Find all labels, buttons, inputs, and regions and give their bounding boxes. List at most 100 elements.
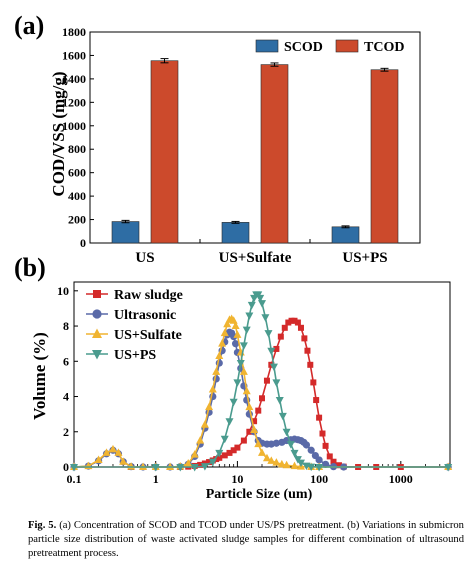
panel-b-point-us-ps: [208, 458, 217, 467]
panel-b-point-us-ps: [275, 397, 284, 405]
panel-b-point-us-sulfate: [245, 402, 254, 411]
panel-b-legend-marker-us-sulfate: [92, 328, 102, 338]
panel-b-point-raw-sludge: [277, 333, 284, 340]
panel-b-point-raw-sludge: [281, 324, 288, 331]
panel-b-x-tick-label: 100: [310, 472, 328, 486]
panel-b-point-us-ps: [315, 464, 324, 472]
panel-b-point-us-sulfate: [218, 339, 227, 347]
panel-b-point-raw-sludge: [230, 447, 237, 454]
panel-b-point-us-sulfate: [94, 455, 103, 463]
panel-b-point-raw-sludge: [285, 319, 292, 326]
panel-b-point-raw-sludge: [310, 379, 317, 386]
panel-b-point-us-sulfate: [200, 420, 209, 428]
panel-b-point-raw-sludge: [294, 319, 301, 326]
panel-a-axes: 0 200 400 600 800 1000 1200 1400 1600 1800 US US+Su…: [62, 25, 421, 266]
panel-b-point-raw-sludge: [322, 442, 329, 449]
panel-b-point-us-ps: [151, 464, 160, 472]
panel-b-y-tick-label: 2: [63, 425, 69, 439]
panel-b-point-us-ps: [261, 314, 270, 322]
panel-b-point-us-sulfate: [231, 321, 240, 330]
panel-a-legend: SCOD TCOD: [255, 39, 404, 55]
panel-a-legend-swatch-scod: [255, 39, 279, 53]
panel-b-point-us-sulfate: [242, 386, 251, 395]
panel-b-point-us-ps: [269, 363, 278, 372]
panel-a-plot-frame: [89, 31, 421, 244]
panel-b-point-us-sulfate: [239, 367, 248, 375]
panel-b-x-tick-label: 10: [231, 472, 243, 486]
panel-b-point-us-ps: [296, 459, 305, 468]
panel-b-legend-label-us-ps: US+PS: [114, 348, 156, 363]
panel-b-point-raw-sludge: [307, 361, 314, 368]
panel-b-point-raw-sludge: [226, 449, 233, 456]
panel-b-point-us-sulfate: [267, 456, 276, 464]
panel-a-x-tick-label: US+Sulfate: [219, 250, 292, 266]
panel-b-point-raw-sludge: [206, 459, 213, 466]
panel-b-point-us-sulfate: [250, 425, 259, 433]
panel-a-y-tick-label: 200: [68, 213, 86, 227]
panel-b-point-us-ps: [256, 294, 265, 303]
panel-b-point-us-ps: [242, 326, 251, 335]
panel-b-point-us-sulfate: [223, 319, 232, 328]
panel-a-bar-tcod: [370, 69, 399, 244]
panel-b-point-raw-sludge: [313, 397, 320, 404]
panel-b-point-raw-sludge: [263, 377, 270, 384]
panel-b-point-raw-sludge: [297, 324, 304, 331]
panel-b-point-raw-sludge: [330, 458, 337, 465]
panel-b-point-us-ps: [190, 464, 199, 472]
panel-b-legend-marker-us-ps: [92, 350, 102, 360]
panel-a-y-tick-label: 1000: [62, 119, 86, 133]
panel-b-point-us-sulfate: [272, 458, 281, 466]
panel-b-point-us-sulfate: [212, 367, 221, 375]
panel-b-point-raw-sludge: [319, 430, 326, 437]
panel-b-point-us-sulfate: [254, 439, 263, 448]
panel-b-point-raw-sludge: [221, 452, 228, 459]
panel-b-point-us-sulfate: [277, 459, 286, 468]
panel-b-point-us-ps: [247, 301, 256, 310]
panel-b-point-us-ps: [267, 347, 276, 356]
panel-b-point-us-ps: [225, 418, 234, 426]
panel-b-point-us-sulfate: [215, 351, 224, 359]
panel-a-bar-scod: [331, 226, 360, 244]
panel-b-y-tick-label: 6: [63, 354, 69, 368]
panel-b-point-us-ps: [444, 464, 453, 472]
panel-b-point-raw-sludge: [255, 407, 262, 414]
panel-b-point-raw-sludge: [316, 414, 323, 421]
panel-b-point-raw-sludge: [259, 395, 265, 402]
panel-b-legend: Raw sludge Ultrasonic US+Sulfate US+PS: [86, 288, 183, 363]
panel-b-point-raw-sludge: [251, 418, 258, 425]
caption-label: Fig. 5.: [28, 520, 57, 531]
panel-a-y-tick-label: 0: [80, 236, 86, 250]
panel-b-point-ultrasonic: [307, 446, 315, 454]
panel-b-point-us-sulfate: [119, 457, 128, 465]
panel-a-y-tick-label: 600: [68, 166, 86, 180]
panel-b-legend-marker-ultrasonic: [92, 309, 102, 319]
panel-b-point-raw-sludge: [291, 317, 298, 324]
panel-b-point-us-sulfate: [108, 444, 117, 453]
panel-b-point-us-ps: [215, 449, 224, 458]
panel-b-x-tick-label: 1: [153, 472, 159, 486]
panel-b-point-ultrasonic: [321, 460, 330, 468]
panel-b-point-us-sulfate: [220, 328, 229, 337]
panel-a-bar-scod: [221, 222, 250, 244]
panel-b-y-axis-label: Volume (%): [30, 332, 49, 420]
panel-b-point-us-ps: [200, 463, 209, 471]
panel-a-legend-swatch-tcod: [335, 39, 359, 53]
panel-b-y-tick-label: 4: [63, 390, 69, 404]
panel-b-point-raw-sludge: [240, 437, 247, 444]
panel-a-y-tick-label: 1800: [62, 25, 86, 39]
panel-b-point-us-ps: [236, 360, 245, 368]
panel-b-point-us-ps: [282, 428, 291, 437]
panel-b-point-us-ps: [176, 464, 185, 472]
panel-b-point-ultrasonic: [272, 439, 280, 447]
panel-b-point-ultrasonic: [302, 441, 311, 449]
panel-b-point-us-sulfate: [262, 453, 271, 462]
panel-b-point-us-sulfate: [258, 448, 266, 456]
panel-a-x-tick-label: US: [135, 250, 154, 266]
panel-b-legend-marker-raw-sludge: [93, 290, 101, 298]
panel-a-x-tick-label: US+PS: [342, 250, 387, 266]
panel-b-legend-label-us-sulfate: US+Sulfate: [114, 328, 182, 343]
panel-b-point-us-sulfate: [102, 448, 111, 456]
panel-b-point-us-sulfate: [233, 330, 242, 338]
panel-a-y-tick-label: 1400: [62, 72, 86, 86]
